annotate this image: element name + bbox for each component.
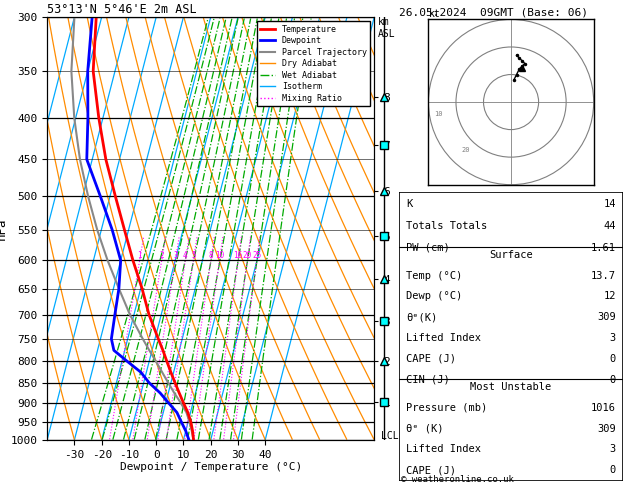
Text: 1: 1 bbox=[137, 251, 142, 260]
Text: © weatheronline.co.uk: © weatheronline.co.uk bbox=[401, 474, 513, 484]
Text: 309: 309 bbox=[598, 312, 616, 322]
Text: 1016: 1016 bbox=[591, 403, 616, 413]
Text: 10: 10 bbox=[214, 251, 224, 260]
Text: 20: 20 bbox=[243, 251, 252, 260]
Text: 3: 3 bbox=[173, 251, 177, 260]
Text: 309: 309 bbox=[598, 424, 616, 434]
Text: 20: 20 bbox=[462, 147, 470, 153]
Text: 5: 5 bbox=[191, 251, 196, 260]
Text: kt: kt bbox=[428, 9, 440, 19]
Text: CAPE (J): CAPE (J) bbox=[406, 465, 456, 475]
Text: 13.7: 13.7 bbox=[591, 271, 616, 280]
Text: 4: 4 bbox=[183, 251, 187, 260]
Text: 3: 3 bbox=[610, 333, 616, 343]
Text: 44: 44 bbox=[603, 221, 616, 231]
Text: Most Unstable: Most Unstable bbox=[470, 382, 552, 392]
Text: Surface: Surface bbox=[489, 250, 533, 260]
Text: Dewp (°C): Dewp (°C) bbox=[406, 292, 462, 301]
Text: θᵉ (K): θᵉ (K) bbox=[406, 424, 443, 434]
Text: 16: 16 bbox=[233, 251, 243, 260]
Text: Lifted Index: Lifted Index bbox=[406, 444, 481, 454]
Text: 0: 0 bbox=[610, 354, 616, 364]
Text: Pressure (mb): Pressure (mb) bbox=[406, 403, 487, 413]
Text: CIN (J): CIN (J) bbox=[406, 375, 450, 385]
Text: 12: 12 bbox=[603, 292, 616, 301]
Y-axis label: hPa: hPa bbox=[0, 217, 8, 240]
Text: K: K bbox=[406, 199, 413, 209]
Text: 25: 25 bbox=[252, 251, 261, 260]
Legend: Temperature, Dewpoint, Parcel Trajectory, Dry Adiabat, Wet Adiabat, Isotherm, Mi: Temperature, Dewpoint, Parcel Trajectory… bbox=[257, 21, 370, 106]
Text: km
ASL: km ASL bbox=[377, 17, 395, 38]
Text: 0: 0 bbox=[610, 375, 616, 385]
Text: 10: 10 bbox=[434, 111, 442, 117]
Text: Totals Totals: Totals Totals bbox=[406, 221, 487, 231]
Text: Temp (°C): Temp (°C) bbox=[406, 271, 462, 280]
X-axis label: Dewpoint / Temperature (°C): Dewpoint / Temperature (°C) bbox=[120, 462, 302, 472]
Text: 3: 3 bbox=[610, 444, 616, 454]
Text: 8: 8 bbox=[209, 251, 213, 260]
Text: θᵉ(K): θᵉ(K) bbox=[406, 312, 437, 322]
Text: 14: 14 bbox=[603, 199, 616, 209]
Text: 1.61: 1.61 bbox=[591, 243, 616, 253]
Text: 53°13'N 5°46'E 2m ASL: 53°13'N 5°46'E 2m ASL bbox=[47, 3, 197, 16]
Text: Lifted Index: Lifted Index bbox=[406, 333, 481, 343]
Text: LCL: LCL bbox=[381, 431, 398, 441]
Text: PW (cm): PW (cm) bbox=[406, 243, 450, 253]
Text: 2: 2 bbox=[159, 251, 164, 260]
Text: 0: 0 bbox=[610, 465, 616, 475]
Text: 26.05.2024  09GMT (Base: 06): 26.05.2024 09GMT (Base: 06) bbox=[399, 7, 588, 17]
Text: CAPE (J): CAPE (J) bbox=[406, 354, 456, 364]
